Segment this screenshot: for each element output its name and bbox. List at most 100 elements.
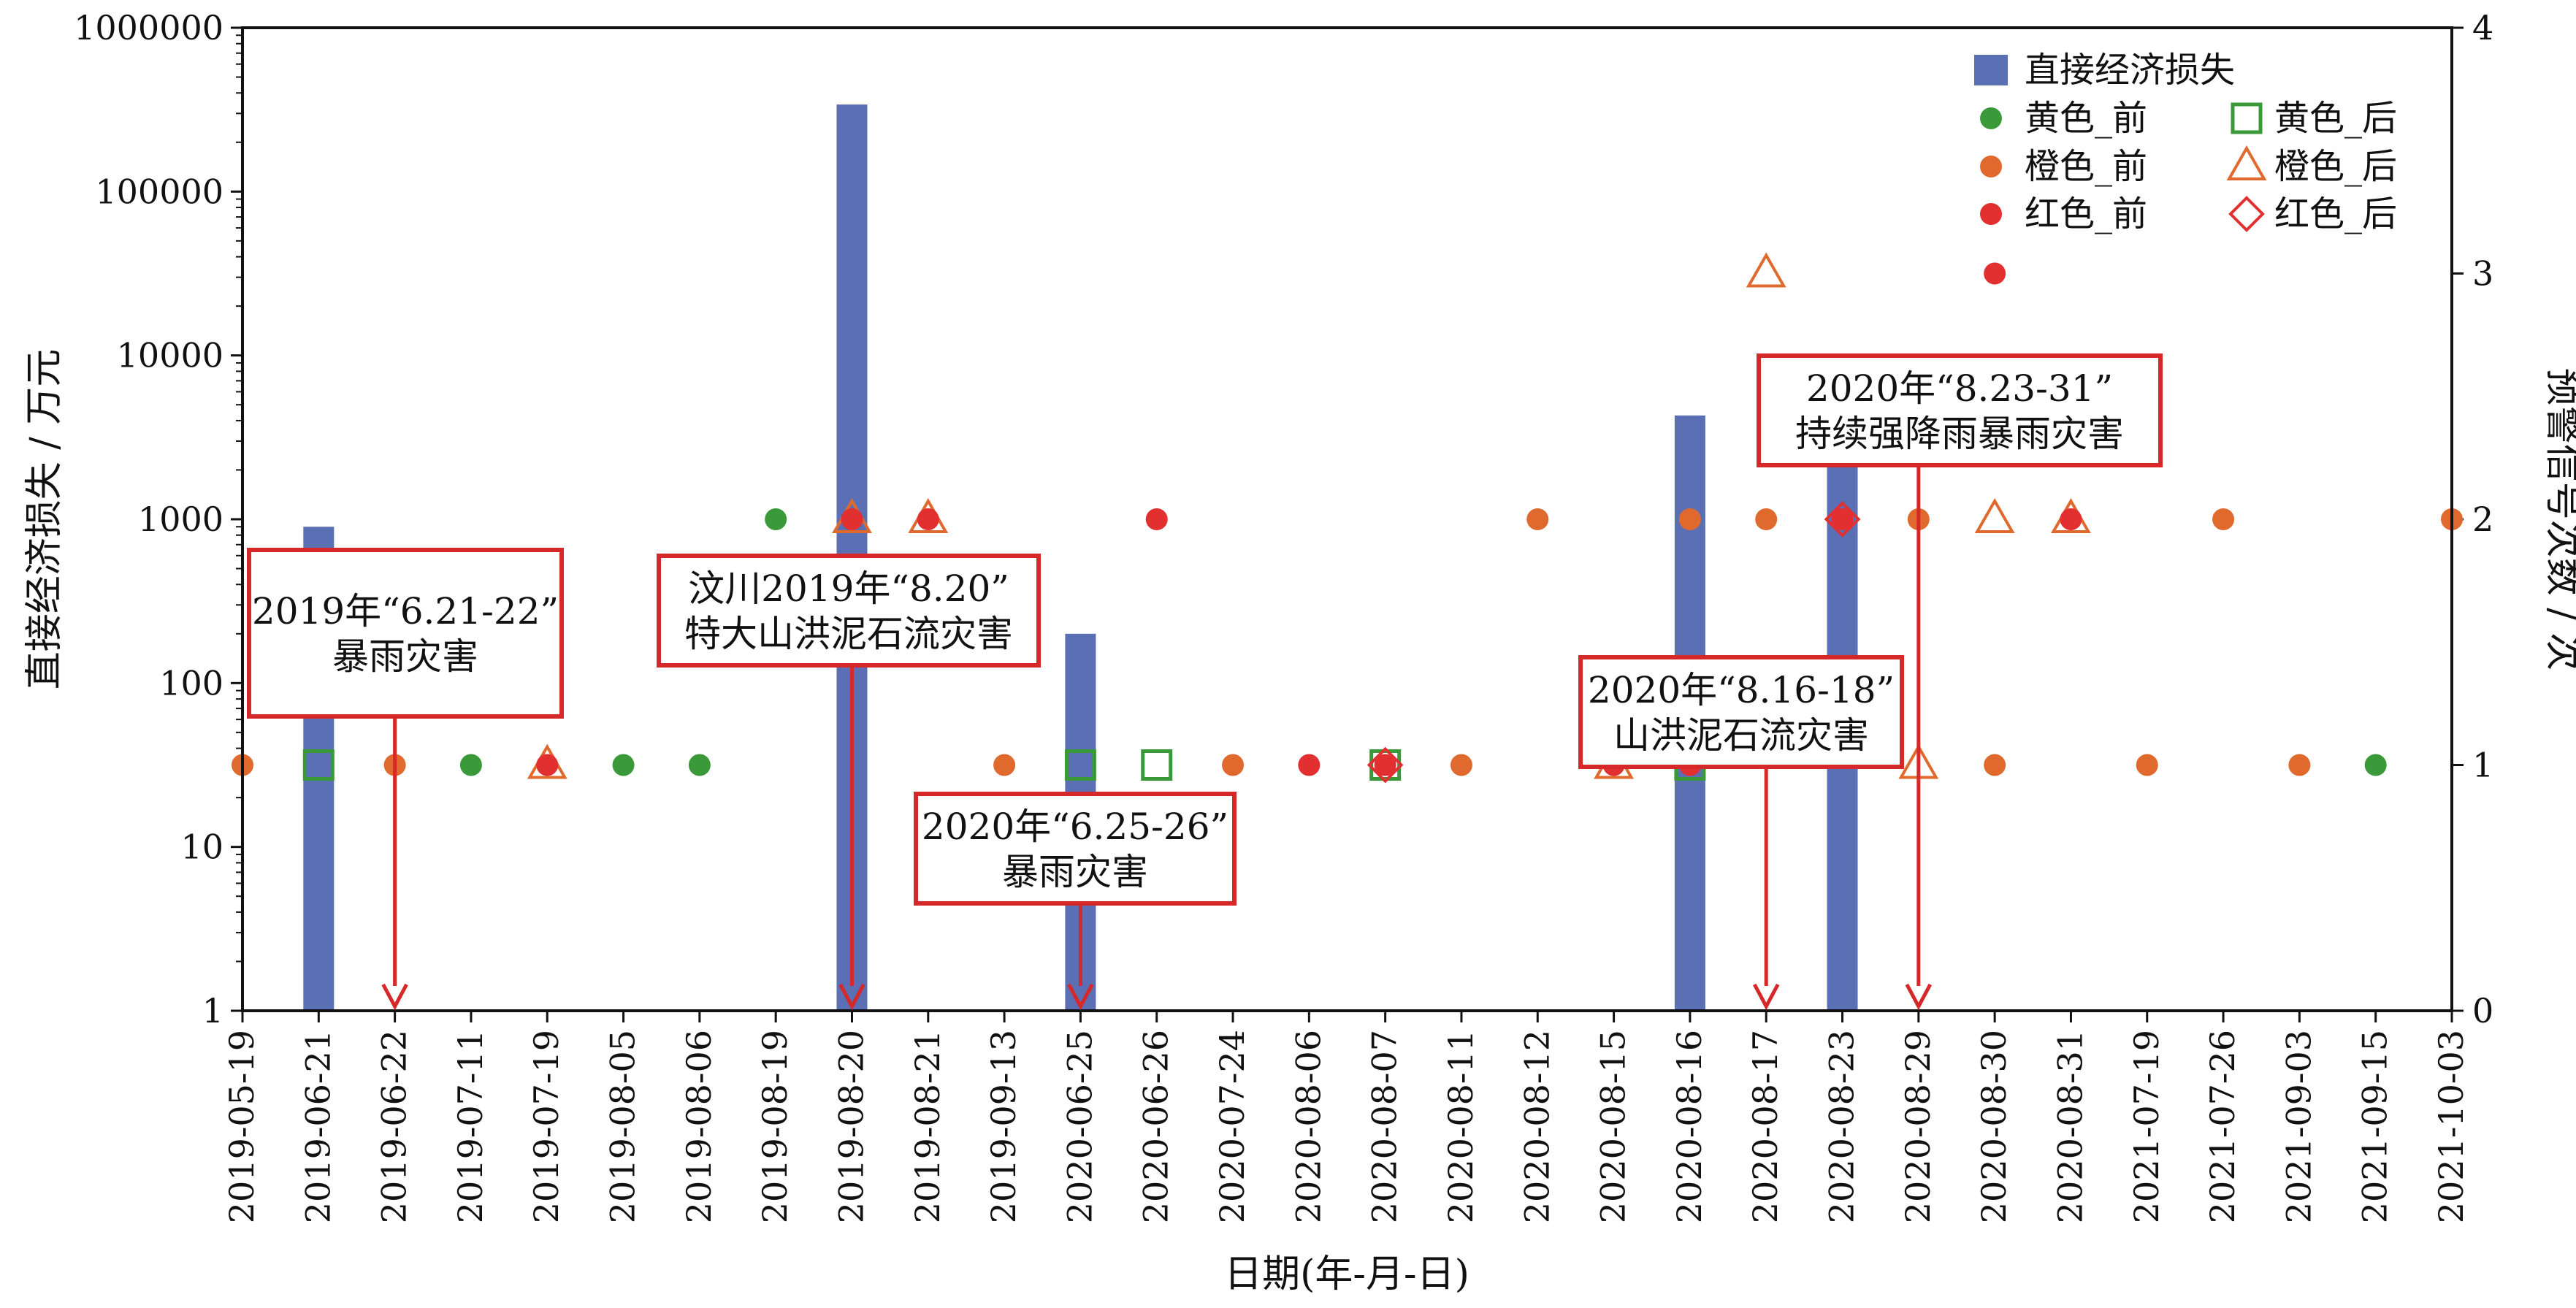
yellow-after-marker [302,749,335,781]
y-right-tick-label: 0 [2472,991,2493,1030]
legend-label: 黄色_后 [2274,98,2397,139]
callout-text: 2019年“6.21-22” [252,590,559,632]
x-tick-label: 2019-08-21 [908,1030,947,1223]
orange-before-marker [1678,508,1701,530]
orange-before-marker [2136,754,2158,776]
x-tick-label: 2020-08-16 [1670,1030,1709,1223]
x-tick-label: 2020-08-23 [1822,1030,1862,1223]
red-after-marker [1824,501,1861,538]
callout-text: 山洪泥石流灾害 [1613,714,1869,757]
orange-before-marker [1450,754,1472,776]
red-before-legend-swatch [1980,203,2002,225]
y-left-tick-label: 1000 [138,500,223,539]
red-before-marker [1374,754,1396,776]
x-tick-label: 2021-07-26 [2203,1030,2242,1223]
x-tick-label: 2020-08-17 [1746,1030,1785,1223]
x-tick-label: 2021-10-03 [2431,1030,2471,1223]
y-right-tick-label: 3 [2472,254,2493,294]
x-tick-label: 2020-08-30 [1974,1030,2014,1223]
callout-box [247,548,564,719]
y-left-tick-label: 10 [180,827,223,867]
legend-label: 橙色_后 [2274,146,2397,187]
legend-label: 红色_前 [2025,194,2147,234]
orange-before-marker [2212,508,2235,530]
yellow-before-marker [612,754,635,776]
x-tick-label: 2020-08-11 [1441,1030,1480,1223]
callout-text: 2020年“8.16-18” [1588,669,1895,711]
orange-before-legend-swatch [1980,156,2002,177]
callout-box [1757,353,2163,467]
orange-before-marker [1526,508,1549,530]
x-tick-label: 2020-07-24 [1212,1030,1252,1223]
callout-text: 暴雨灾害 [1002,851,1148,893]
red-before-marker [917,508,939,530]
y-left-tick-label: 1 [202,991,223,1030]
callout-text: 2020年“6.25-26” [922,806,1228,848]
y-right-tick-label: 2 [2472,500,2493,539]
y-left-tick-label: 100 [159,663,223,703]
yellow-before-marker [2364,754,2387,776]
marker-series [232,252,2463,784]
red-before-marker [1145,508,1168,530]
x-tick-label: 2019-08-19 [755,1030,795,1223]
callout-box [1578,655,1904,769]
orange-before-marker [993,754,1016,776]
yellow-after-marker [1141,749,1173,781]
x-tick-label: 2019-07-11 [451,1030,490,1223]
orange-after-marker [1746,252,1786,288]
yellow-before-marker [459,754,482,776]
orange-before-marker [1984,754,2006,776]
x-tick-label: 2019-09-13 [984,1030,1023,1223]
x-tick-label: 2019-08-05 [603,1030,643,1223]
tick-labels: 1 10 100 1000 10000 100000 1000000 0 1 2 3 4 2019-05… [74,8,2493,1223]
legend-label: 直接经济损失 [2025,50,2235,91]
x-tick-label: 2019-06-22 [375,1030,414,1223]
callouts: 2019年“6.21-22”暴雨灾害汶川2019年“8.20”特大山洪泥石流灾害… [247,353,2163,1011]
y-left-tick-label: 1000000 [74,8,223,47]
orange-after-marker [1974,497,2015,533]
x-tick-label: 2020-08-15 [1594,1030,1633,1223]
x-axis-title: 日期(年-月-日) [1224,1252,1469,1296]
yellow-after-legend-swatch [2231,102,2263,134]
orange-after-legend-swatch [2226,145,2267,180]
x-tick-label: 2020-08-29 [1898,1030,1938,1223]
callout-text: 持续强降雨暴雨灾害 [1795,413,2124,455]
red-before-marker [536,754,559,776]
x-tick-label: 2021-09-03 [2279,1030,2318,1223]
x-tick-label: 2020-06-25 [1060,1030,1099,1223]
callout-arrowhead [838,983,865,1011]
red-after-marker [1367,746,1404,784]
orange-before-marker [2288,754,2311,776]
red-before-marker [1298,754,1321,776]
red-after-legend-swatch [2228,196,2265,232]
red-before-marker [2060,508,2082,530]
x-tick-label: 2021-07-19 [2127,1030,2166,1223]
callout-text: 特大山洪泥石流灾害 [684,613,1013,655]
callout-box [914,792,1237,906]
yellow-before-legend-swatch [1980,107,2002,129]
red-before-marker [1831,508,1854,530]
legend-label: 红色_后 [2274,194,2397,234]
red-before-marker [841,508,863,530]
legend-label: 橙色_前 [2025,146,2147,187]
y-left-axis-title: 直接经济损失 / 万元 [23,349,66,690]
y-left-tick-label: 100000 [95,172,223,211]
callout-text: 暴雨灾害 [332,635,478,678]
callout-box [657,554,1041,668]
yellow-after-marker [1369,749,1402,781]
plot-frame [241,26,2453,1012]
y-right-tick-label: 4 [2472,8,2493,47]
x-tick-label: 2019-05-19 [222,1030,261,1223]
y-left-tick-label: 10000 [117,336,223,375]
x-tick-label: 2020-08-12 [1517,1030,1556,1223]
y-right-tick-label: 1 [2472,746,2493,785]
callout-arrowhead [381,983,408,1011]
callout-arrowhead [1905,983,1933,1011]
legend-label: 黄色_前 [2025,98,2147,139]
legend-bar-swatch [1974,55,2008,85]
x-tick-label: 2021-09-15 [2355,1030,2395,1223]
x-tick-label: 2020-06-26 [1136,1030,1176,1223]
callout-text: 汶川2019年“8.20” [688,567,1009,610]
